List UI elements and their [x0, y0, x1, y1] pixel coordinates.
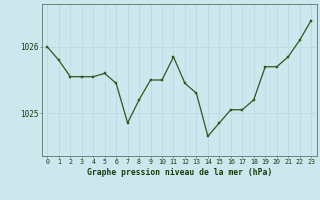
X-axis label: Graphe pression niveau de la mer (hPa): Graphe pression niveau de la mer (hPa)	[87, 168, 272, 177]
